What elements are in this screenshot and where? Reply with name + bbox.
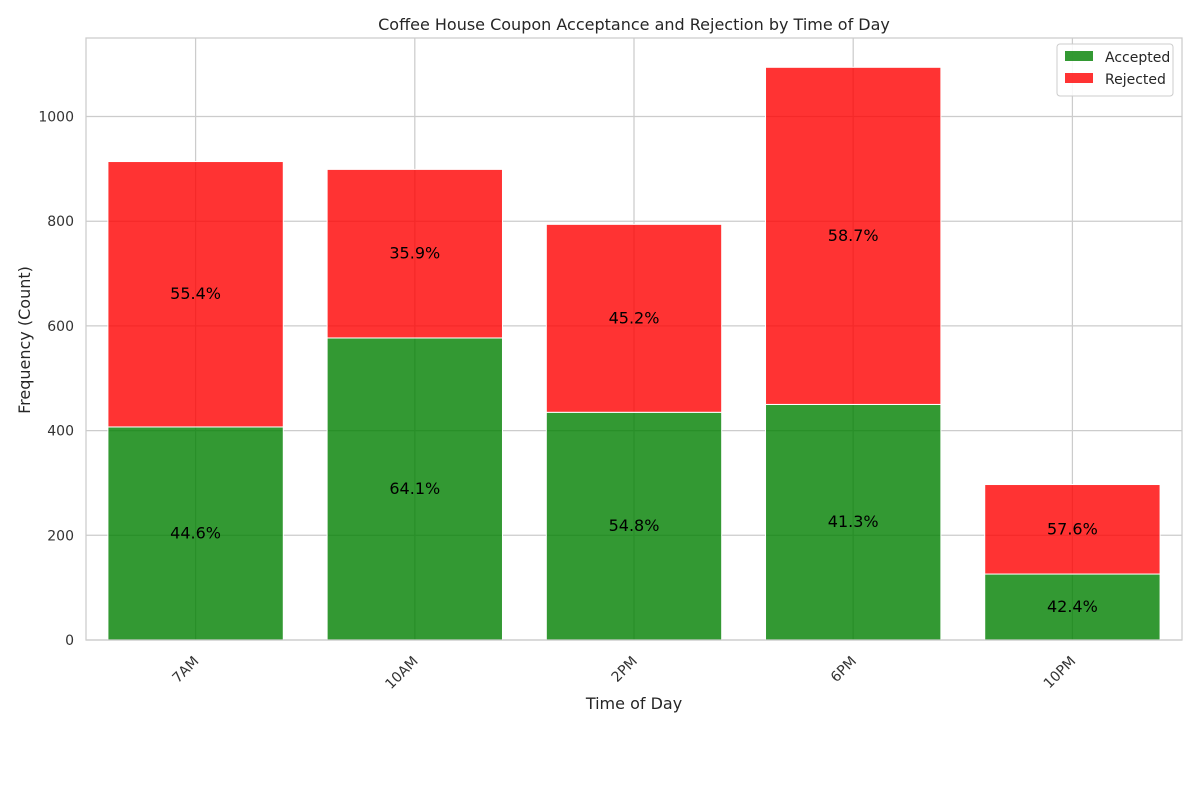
bar-label-accepted-10am: 64.1% xyxy=(389,479,440,498)
legend-label-rejected: Rejected xyxy=(1105,72,1166,88)
bar-label-rejected-10am: 35.9% xyxy=(389,244,440,263)
bar-accepted-10pm xyxy=(984,573,1161,641)
y-tick-label: 600 xyxy=(47,319,74,335)
bar-rejected-10am xyxy=(326,168,503,339)
bar-label-accepted-6pm: 41.3% xyxy=(828,512,879,531)
y-tick-label: 800 xyxy=(47,214,74,230)
y-tick-label: 0 xyxy=(65,633,74,649)
legend-label-accepted: Accepted xyxy=(1105,50,1170,66)
bar-rejected-7am xyxy=(107,161,284,428)
bar-label-accepted-10pm: 42.4% xyxy=(1047,597,1098,616)
y-tick-labels: 0 200 400 600 800 1000 xyxy=(38,110,74,649)
bar-rejected-10pm xyxy=(984,484,1161,575)
plot-frame xyxy=(85,37,1183,641)
y-tick-label: 1000 xyxy=(38,110,74,126)
y-tick-label: 200 xyxy=(47,528,74,544)
bar-label-rejected-7am: 55.4% xyxy=(170,284,221,303)
x-axis-title: Time of Day xyxy=(585,694,682,713)
legend-swatch-rejected xyxy=(1065,73,1093,83)
bar-rejected-6pm xyxy=(765,66,942,405)
bar-label-accepted-2pm: 54.8% xyxy=(609,516,660,535)
y-axis-title: Frequency (Count) xyxy=(15,266,34,414)
bar-label-rejected-6pm: 58.7% xyxy=(828,226,879,245)
bar-label-rejected-2pm: 45.2% xyxy=(609,308,660,327)
bars xyxy=(107,66,1161,641)
bar-label-accepted-7am: 44.6% xyxy=(170,523,221,542)
bar-accepted-10am xyxy=(326,337,503,641)
bar-rejected-2pm xyxy=(545,223,723,413)
legend-swatch-accepted xyxy=(1065,51,1093,61)
bar-labels: 44.6% 64.1% 54.8% 41.3% 42.4% 55.4% 35.9% 45.2%… xyxy=(170,226,1098,616)
bar-accepted-6pm xyxy=(765,403,942,641)
bar-accepted-2pm xyxy=(545,411,723,641)
y-tick-label: 400 xyxy=(47,424,74,440)
bar-label-rejected-10pm: 57.6% xyxy=(1047,519,1098,538)
legend: Accepted Rejected xyxy=(1056,43,1174,97)
chart-title: Coffee House Coupon Acceptance and Rejec… xyxy=(378,15,890,34)
bar-accepted-7am xyxy=(107,426,284,641)
